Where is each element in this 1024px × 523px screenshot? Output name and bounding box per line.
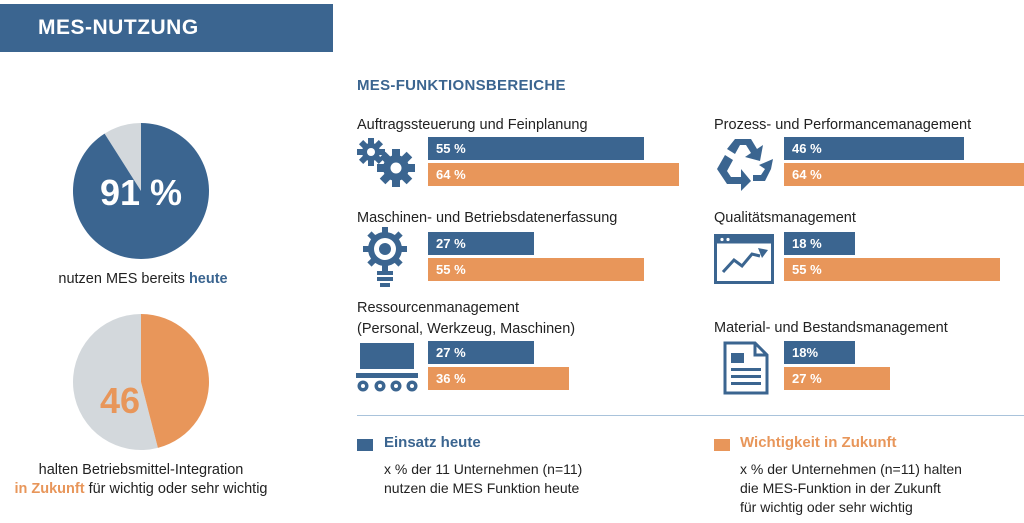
bar-today: 55 % <box>428 137 644 160</box>
bar-future: 36 % <box>428 367 569 390</box>
legend-desc-line: die MES-Funktion in der Zukunft <box>740 480 941 496</box>
document-icon <box>723 341 769 395</box>
page-title: MES-NUTZUNG <box>38 16 199 39</box>
bar-future: 27 % <box>784 367 890 390</box>
legend-desc-line: x % der Unternehmen (n=11) halten <box>740 461 962 477</box>
legend-desc-line: für wichtig oder sehr wichtig <box>740 499 913 515</box>
bar-today: 27 % <box>428 341 534 364</box>
category-title: Qualitätsmanagement <box>714 210 856 226</box>
trolley-icon <box>356 343 418 392</box>
legend-swatch-today <box>357 439 373 451</box>
pie-future-caption-suffix: für wichtig oder sehr wichtig <box>88 481 268 497</box>
pie-slice-future <box>141 314 209 448</box>
bar-today: 46 % <box>784 137 964 160</box>
lightbulb-gear-icon <box>363 227 407 287</box>
category-title: Prozess- und Performancemanagement <box>714 117 972 133</box>
pie-chart-future: 46 % <box>72 314 209 450</box>
pie-slice-rest <box>104 123 141 191</box>
pie-future-caption-highlight: in Zukunft <box>14 481 85 497</box>
pie-future-caption-line1: halten Betriebsmittel-Integration <box>38 462 244 478</box>
pie-today-caption-text: nutzen MES bereits <box>58 271 185 287</box>
pie-today-caption-highlight: heute <box>188 271 228 287</box>
category-title: Maschinen- und Betriebsdatenerfassung <box>357 210 618 226</box>
pie-future-value: 46 % <box>100 380 182 421</box>
bar-future: 64 % <box>428 163 679 186</box>
bar-future: 55 % <box>428 258 644 281</box>
category-title: Auftragssteuerung und Feinplanung <box>357 117 588 133</box>
section-title: MES-FUNKTIONSBEREICHE <box>357 77 566 94</box>
page-header: MES-NUTZUNG <box>0 4 333 52</box>
category-title: Ressourcenmanagement (Personal, Werkzeug… <box>357 298 575 340</box>
bar-today: 18% <box>784 341 855 364</box>
legend-desc-future: x % der Unternehmen (n=11) halten die ME… <box>740 460 962 517</box>
legend-divider <box>357 415 1024 416</box>
gears-icon <box>357 138 415 187</box>
legend-desc-line: nutzen die MES Funktion heute <box>384 480 580 496</box>
bar-future: 64 % <box>784 163 1024 186</box>
legend-desc-today: x % der 11 Unternehmen (n=11) nutzen die… <box>384 460 582 498</box>
legend-desc-line: x % der 11 Unternehmen (n=11) <box>384 461 583 477</box>
bar-future: 55 % <box>784 258 1000 281</box>
category-title-line1: Ressourcenmanagement <box>357 300 520 316</box>
pie-future-caption: halten Betriebsmittel-Integration in Zuk… <box>0 461 282 499</box>
pie-slice-today <box>72 123 209 259</box>
recycle-icon <box>717 139 773 191</box>
bar-today: 18 % <box>784 232 855 255</box>
pie-today-value: 91 % <box>100 172 182 213</box>
legend-title-future: Wichtigkeit in Zukunft <box>740 434 897 451</box>
pie-today-caption: nutzen MES bereits heute <box>40 270 246 289</box>
pie-slice-rest <box>72 314 158 450</box>
legend-swatch-future <box>714 439 730 451</box>
bar-today: 27 % <box>428 232 534 255</box>
legend-title-today: Einsatz heute <box>384 434 481 451</box>
pie-chart-today: 91 % <box>72 123 209 259</box>
category-title-line2: (Personal, Werkzeug, Maschinen) <box>357 321 576 337</box>
quality-chart-icon <box>714 234 774 284</box>
category-title: Material- und Bestandsmanagement <box>714 320 948 336</box>
